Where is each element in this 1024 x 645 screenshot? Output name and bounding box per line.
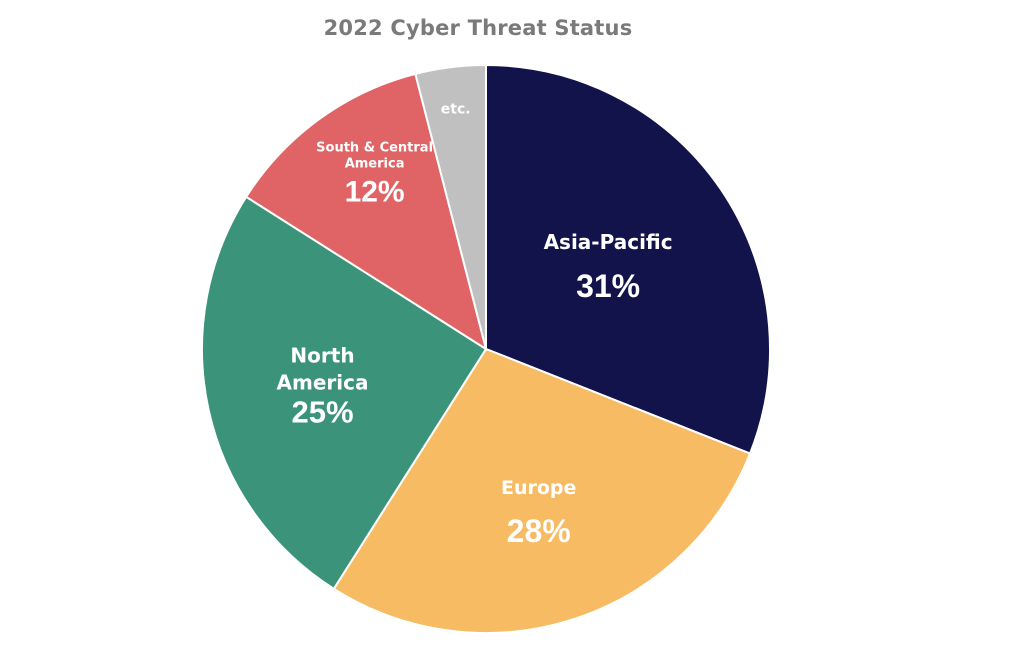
slice-label-4-line-1: South & Central — [316, 140, 433, 155]
slice-value-label-1: 31% — [576, 268, 640, 304]
slice-label-2-line-1: Europe — [501, 477, 576, 499]
pie-slice-2 — [332, 347, 752, 634]
pie-slice-5 — [414, 63, 487, 350]
pie-slice-3 — [201, 195, 488, 591]
labels-layer: Asia-Pacific31%Europe28%NorthAmerica25%S… — [277, 102, 673, 550]
slice-value-label-3: 25% — [291, 394, 353, 429]
slice-label-5-line-1: etc. — [441, 102, 471, 118]
chart-title: 2022 Cyber Threat Status — [323, 16, 633, 40]
slice-value-label-2: 28% — [507, 513, 571, 549]
slice-label-3-line-2: America — [277, 371, 369, 395]
slices-layer — [201, 63, 771, 634]
pie-slice-4 — [244, 72, 488, 352]
slice-value-label-4: 12% — [345, 176, 405, 209]
slice-label-1-line-1: Asia-Pacific — [544, 230, 673, 254]
pie-slice-1 — [485, 63, 771, 455]
slice-label-3-line-1: North — [290, 344, 354, 368]
slice-label-4-line-2: America — [345, 156, 405, 171]
